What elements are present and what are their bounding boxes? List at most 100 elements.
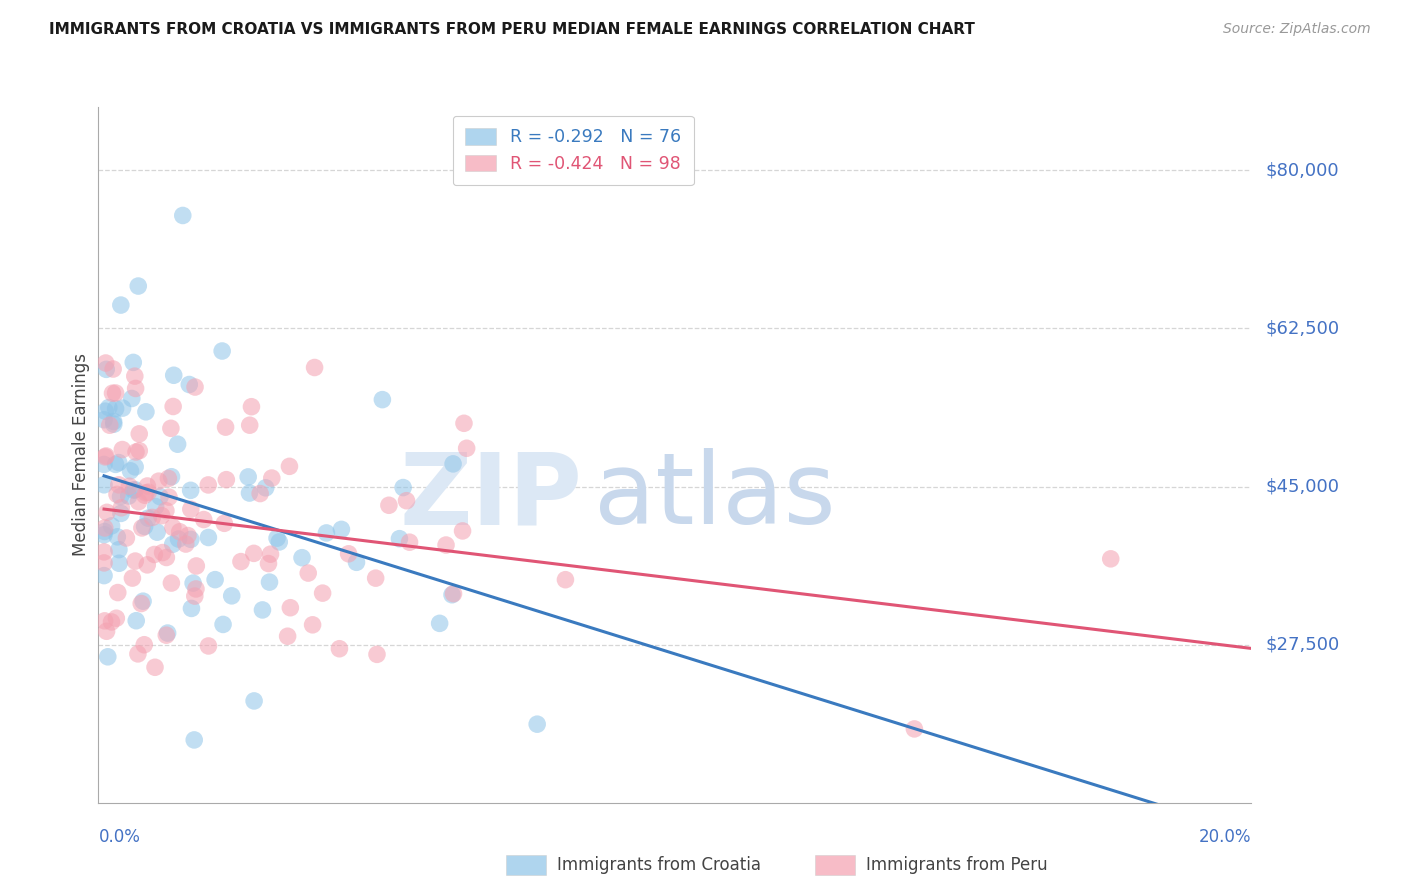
- Point: [150, 508, 173, 523]
- Point: [134, 638, 156, 652]
- Point: [107, 585, 129, 599]
- Point: [337, 547, 360, 561]
- Point: [155, 503, 177, 517]
- Point: [157, 490, 180, 504]
- Point: [120, 464, 142, 478]
- Point: [163, 368, 186, 383]
- Point: [172, 209, 194, 223]
- Point: [105, 530, 128, 544]
- Point: [1099, 551, 1122, 566]
- Point: [328, 641, 350, 656]
- Point: [101, 362, 124, 376]
- Point: [184, 582, 207, 596]
- Point: [443, 587, 465, 601]
- Point: [160, 469, 183, 483]
- Text: Immigrants from Peru: Immigrants from Peru: [866, 856, 1047, 874]
- Point: [240, 400, 263, 414]
- Point: [124, 369, 146, 384]
- Point: [100, 519, 122, 533]
- Point: [135, 486, 157, 500]
- Point: [554, 573, 576, 587]
- Point: [132, 594, 155, 608]
- Point: [180, 502, 202, 516]
- FancyBboxPatch shape: [815, 855, 855, 875]
- Point: [101, 386, 124, 401]
- Point: [152, 545, 174, 559]
- Point: [148, 474, 170, 488]
- Point: [453, 417, 475, 431]
- Point: [388, 532, 411, 546]
- Text: Immigrants from Croatia: Immigrants from Croatia: [557, 856, 761, 874]
- Point: [103, 417, 125, 432]
- Point: [145, 500, 167, 514]
- Point: [129, 597, 152, 611]
- Point: [456, 442, 478, 456]
- Point: [346, 555, 368, 569]
- Point: [215, 473, 238, 487]
- Point: [94, 449, 117, 463]
- Text: $62,500: $62,500: [1265, 319, 1340, 337]
- Point: [221, 589, 243, 603]
- Point: [166, 437, 188, 451]
- Text: 0.0%: 0.0%: [98, 828, 141, 846]
- Point: [434, 538, 457, 552]
- Point: [93, 413, 115, 427]
- Point: [108, 556, 131, 570]
- Point: [278, 459, 301, 474]
- Point: [371, 392, 394, 407]
- Point: [180, 533, 202, 547]
- Point: [104, 458, 127, 472]
- Point: [291, 550, 314, 565]
- Point: [440, 588, 463, 602]
- Point: [243, 546, 266, 560]
- Point: [94, 404, 117, 418]
- Text: ZIP: ZIP: [399, 448, 582, 545]
- Point: [96, 624, 118, 639]
- Point: [125, 614, 148, 628]
- Point: [97, 649, 120, 664]
- Text: $27,500: $27,500: [1265, 636, 1340, 654]
- Point: [180, 601, 202, 615]
- Point: [156, 626, 179, 640]
- Point: [330, 522, 353, 536]
- Point: [451, 524, 474, 538]
- Point: [183, 733, 205, 747]
- Point: [125, 445, 148, 459]
- Point: [93, 477, 115, 491]
- Point: [243, 694, 266, 708]
- Point: [239, 418, 262, 433]
- Point: [160, 421, 183, 435]
- Text: Source: ZipAtlas.com: Source: ZipAtlas.com: [1223, 22, 1371, 37]
- Point: [395, 493, 418, 508]
- Point: [93, 528, 115, 542]
- Point: [197, 478, 219, 492]
- Point: [193, 512, 215, 526]
- Point: [124, 459, 146, 474]
- Point: [93, 614, 115, 628]
- Point: [121, 571, 143, 585]
- Point: [277, 629, 299, 643]
- Point: [364, 571, 387, 585]
- Point: [429, 616, 451, 631]
- Point: [118, 489, 141, 503]
- Point: [366, 648, 388, 662]
- Point: [111, 401, 134, 416]
- Point: [105, 611, 128, 625]
- Point: [184, 380, 207, 394]
- Point: [96, 362, 118, 376]
- Point: [392, 481, 415, 495]
- Point: [304, 360, 326, 375]
- Point: [93, 524, 115, 539]
- Point: [96, 505, 118, 519]
- Point: [134, 519, 156, 533]
- Point: [157, 471, 180, 485]
- Point: [136, 558, 159, 572]
- Point: [174, 537, 197, 551]
- Point: [94, 521, 117, 535]
- Point: [104, 401, 127, 416]
- Point: [103, 414, 125, 428]
- Text: atlas: atlas: [595, 448, 835, 545]
- Point: [378, 498, 401, 512]
- Point: [211, 344, 233, 359]
- Point: [131, 521, 153, 535]
